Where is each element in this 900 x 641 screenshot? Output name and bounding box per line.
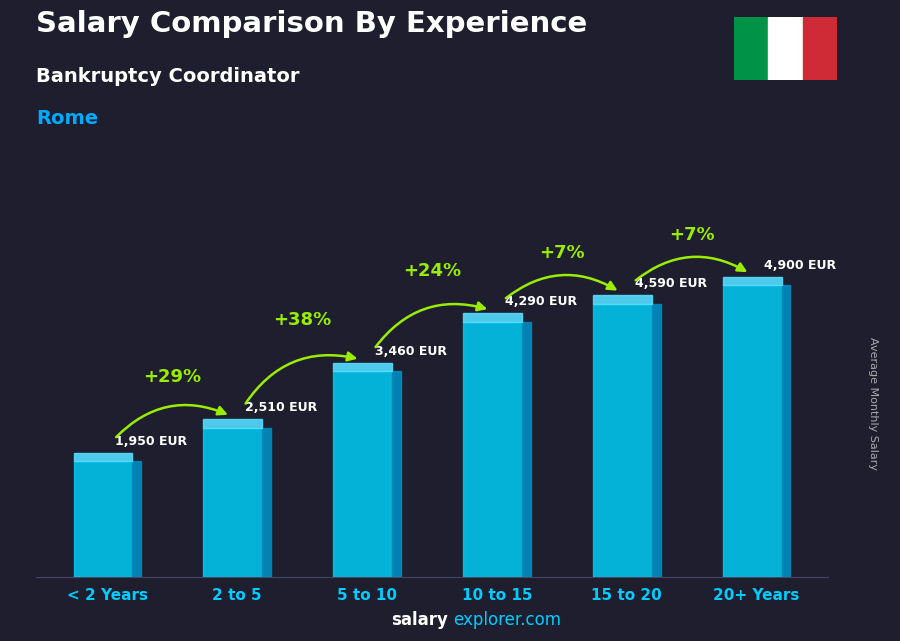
Text: Salary Comparison By Experience: Salary Comparison By Experience <box>36 10 587 38</box>
Text: explorer.com: explorer.com <box>453 612 561 629</box>
Bar <box>734 17 768 80</box>
Text: +29%: +29% <box>143 368 202 386</box>
Bar <box>522 322 531 577</box>
Text: +7%: +7% <box>539 244 585 262</box>
Text: Rome: Rome <box>36 109 98 128</box>
Text: 4,590 EUR: 4,590 EUR <box>634 278 706 290</box>
Polygon shape <box>593 296 652 304</box>
Bar <box>768 17 803 80</box>
Bar <box>781 285 790 577</box>
Bar <box>132 461 141 577</box>
Polygon shape <box>723 277 781 285</box>
Bar <box>652 304 661 577</box>
Text: +24%: +24% <box>403 262 461 280</box>
Text: 3,460 EUR: 3,460 EUR <box>375 345 447 358</box>
Bar <box>74 461 132 577</box>
Text: salary: salary <box>392 612 448 629</box>
Text: +7%: +7% <box>669 226 715 244</box>
Bar <box>392 371 400 577</box>
Bar <box>262 428 271 577</box>
Bar <box>203 428 262 577</box>
Polygon shape <box>74 453 132 461</box>
Text: 1,950 EUR: 1,950 EUR <box>115 435 187 447</box>
Text: Bankruptcy Coordinator: Bankruptcy Coordinator <box>36 67 300 87</box>
Text: +38%: +38% <box>273 312 331 329</box>
Polygon shape <box>203 419 262 428</box>
Text: 4,290 EUR: 4,290 EUR <box>505 296 577 308</box>
Bar <box>333 371 392 577</box>
Text: 4,900 EUR: 4,900 EUR <box>764 259 836 272</box>
Text: 2,510 EUR: 2,510 EUR <box>245 401 318 414</box>
Polygon shape <box>464 313 522 322</box>
Bar <box>723 285 781 577</box>
Bar <box>464 322 522 577</box>
Polygon shape <box>333 363 392 371</box>
Bar <box>593 304 652 577</box>
Bar <box>803 17 837 80</box>
Text: Average Monthly Salary: Average Monthly Salary <box>868 337 878 470</box>
